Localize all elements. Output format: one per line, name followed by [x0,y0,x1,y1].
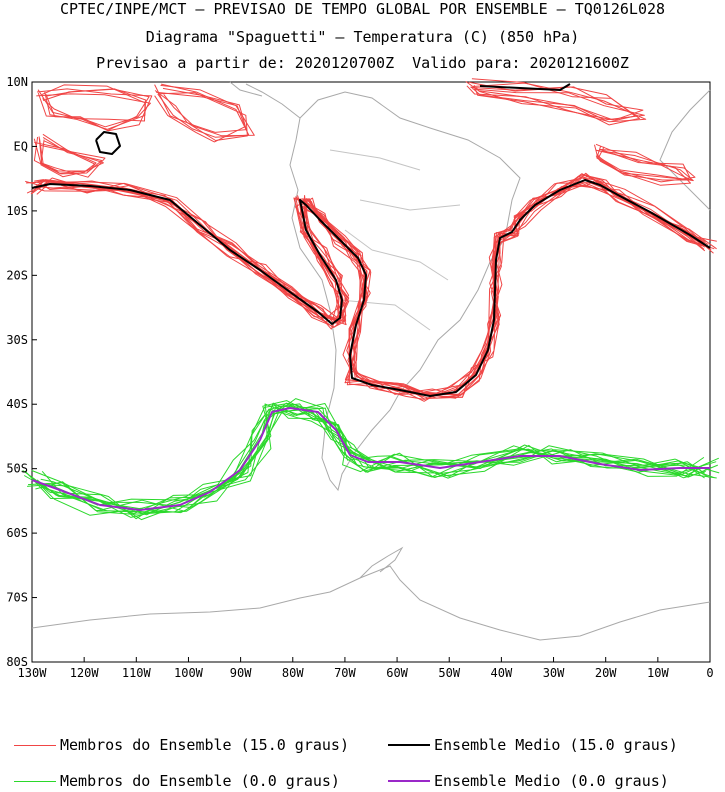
member-contour-15 [31,175,715,400]
lon-label: 30W [543,666,565,680]
legend-mean-0: Ensemble Medio (0.0 graus) [388,772,669,790]
legend-swatch-mean-15 [388,744,430,746]
latitude-labels: 10N EQ 10S 20S 30S 40S 50S 60S 70S 80S [6,75,37,669]
legend-member-0: Membros do Ensemble (0.0 graus) [14,772,340,790]
member-contour-15 [26,181,714,396]
member-contour-0 [31,400,717,515]
lat-label: 30S [6,333,28,347]
member-contour-15 [41,84,146,122]
lat-label: 70S [6,591,28,605]
member-contour-15 [596,150,694,182]
lat-label: 10S [6,204,28,218]
member-contour-15 [157,83,250,138]
mean-contour-15-north [479,83,571,91]
member-contour-15 [470,86,645,121]
lon-label: 120W [70,666,100,680]
forecast-valid-line: Previsao a partir de: 2020120700Z Valido… [96,54,629,72]
member-contour-15 [37,179,706,399]
lat-label: 60S [6,526,28,540]
member-contour-0 [35,402,705,513]
member-contour-15 [36,92,151,128]
lat-label: 80S [6,655,28,669]
lon-label: 40W [491,666,513,680]
central-america-outline [229,81,301,119]
lat-label: 40S [6,397,28,411]
lat-label: 20S [6,268,28,282]
member-contour-0 [40,403,706,512]
lon-label: 60W [386,666,408,680]
member-contour-15 [25,174,711,395]
member-contour-0 [27,398,701,506]
member-contour-15 [33,179,717,398]
longitude-labels: 130W 120W 110W 100W 90W 80W 70W 60W 50W 40W 30W 20W… [18,657,714,680]
member-contour-15 [33,133,104,172]
member-contour-15 [31,172,704,396]
africa-outline [659,89,711,211]
lon-label: 90W [230,666,252,680]
lat-label: EQ [14,139,28,153]
member-contour-15 [38,175,705,399]
lat-label: 10N [6,75,28,89]
member-contour-15 [154,91,246,143]
south-america-outline [289,91,521,492]
member-contour-15 [466,82,647,123]
member-contour-0 [37,402,720,516]
mean-contour-0 [31,407,710,511]
lon-label: 0 [706,666,713,680]
lon-label: 70W [334,666,356,680]
antarctica-outline [31,565,711,641]
legend-label-member-0: Membros do Ensemble (0.0 graus) [60,772,340,790]
member-contour-15 [33,182,717,402]
coastlines [31,81,711,641]
legend-label-mean-0: Ensemble Medio (0.0 graus) [434,772,669,790]
lon-label: 100W [174,666,204,680]
chart-subtitle: Diagrama "Spaguetti" – Temperatura (C) (… [145,28,580,46]
legend-label-mean-15: Ensemble Medio (15.0 graus) [434,736,678,754]
mean-contour-15 [31,179,711,397]
legend-member-15: Membros do Ensemble (15.0 graus) [14,736,349,754]
member-contour-15 [36,179,712,395]
lon-label: 50W [438,666,460,680]
member-contour-15 [595,146,691,186]
lon-label: 10W [647,666,669,680]
mean-contour-15-loop [95,131,121,155]
member-contour-15 [34,177,706,400]
antarctic-peninsula-outline [359,546,404,579]
member-contour-15 [38,177,706,394]
member-contour-15 [30,173,709,399]
member-contour-15 [154,90,248,141]
country-borders [329,149,461,331]
chart-title: CPTEC/INPE/MCT – PREVISAO DE TEMPO GLOBA… [59,0,666,18]
lat-label: 50S [6,462,28,476]
legend-swatch-member-15 [14,744,56,746]
member-contour-0 [27,402,710,521]
lon-label: 80W [282,666,304,680]
legend-swatch-mean-0 [388,780,430,782]
ensemble-contours [22,78,720,521]
lon-label: 130W [18,666,48,680]
legend-swatch-member-0 [14,780,56,782]
legend-label-member-15: Membros do Ensemble (15.0 graus) [60,736,349,754]
member-contour-15 [42,88,147,130]
lon-label: 110W [122,666,152,680]
legend-mean-15: Ensemble Medio (15.0 graus) [388,736,678,754]
lon-label: 20W [595,666,617,680]
member-contour-15 [596,146,692,181]
map-frame [31,81,711,663]
member-contour-0 [40,408,715,514]
